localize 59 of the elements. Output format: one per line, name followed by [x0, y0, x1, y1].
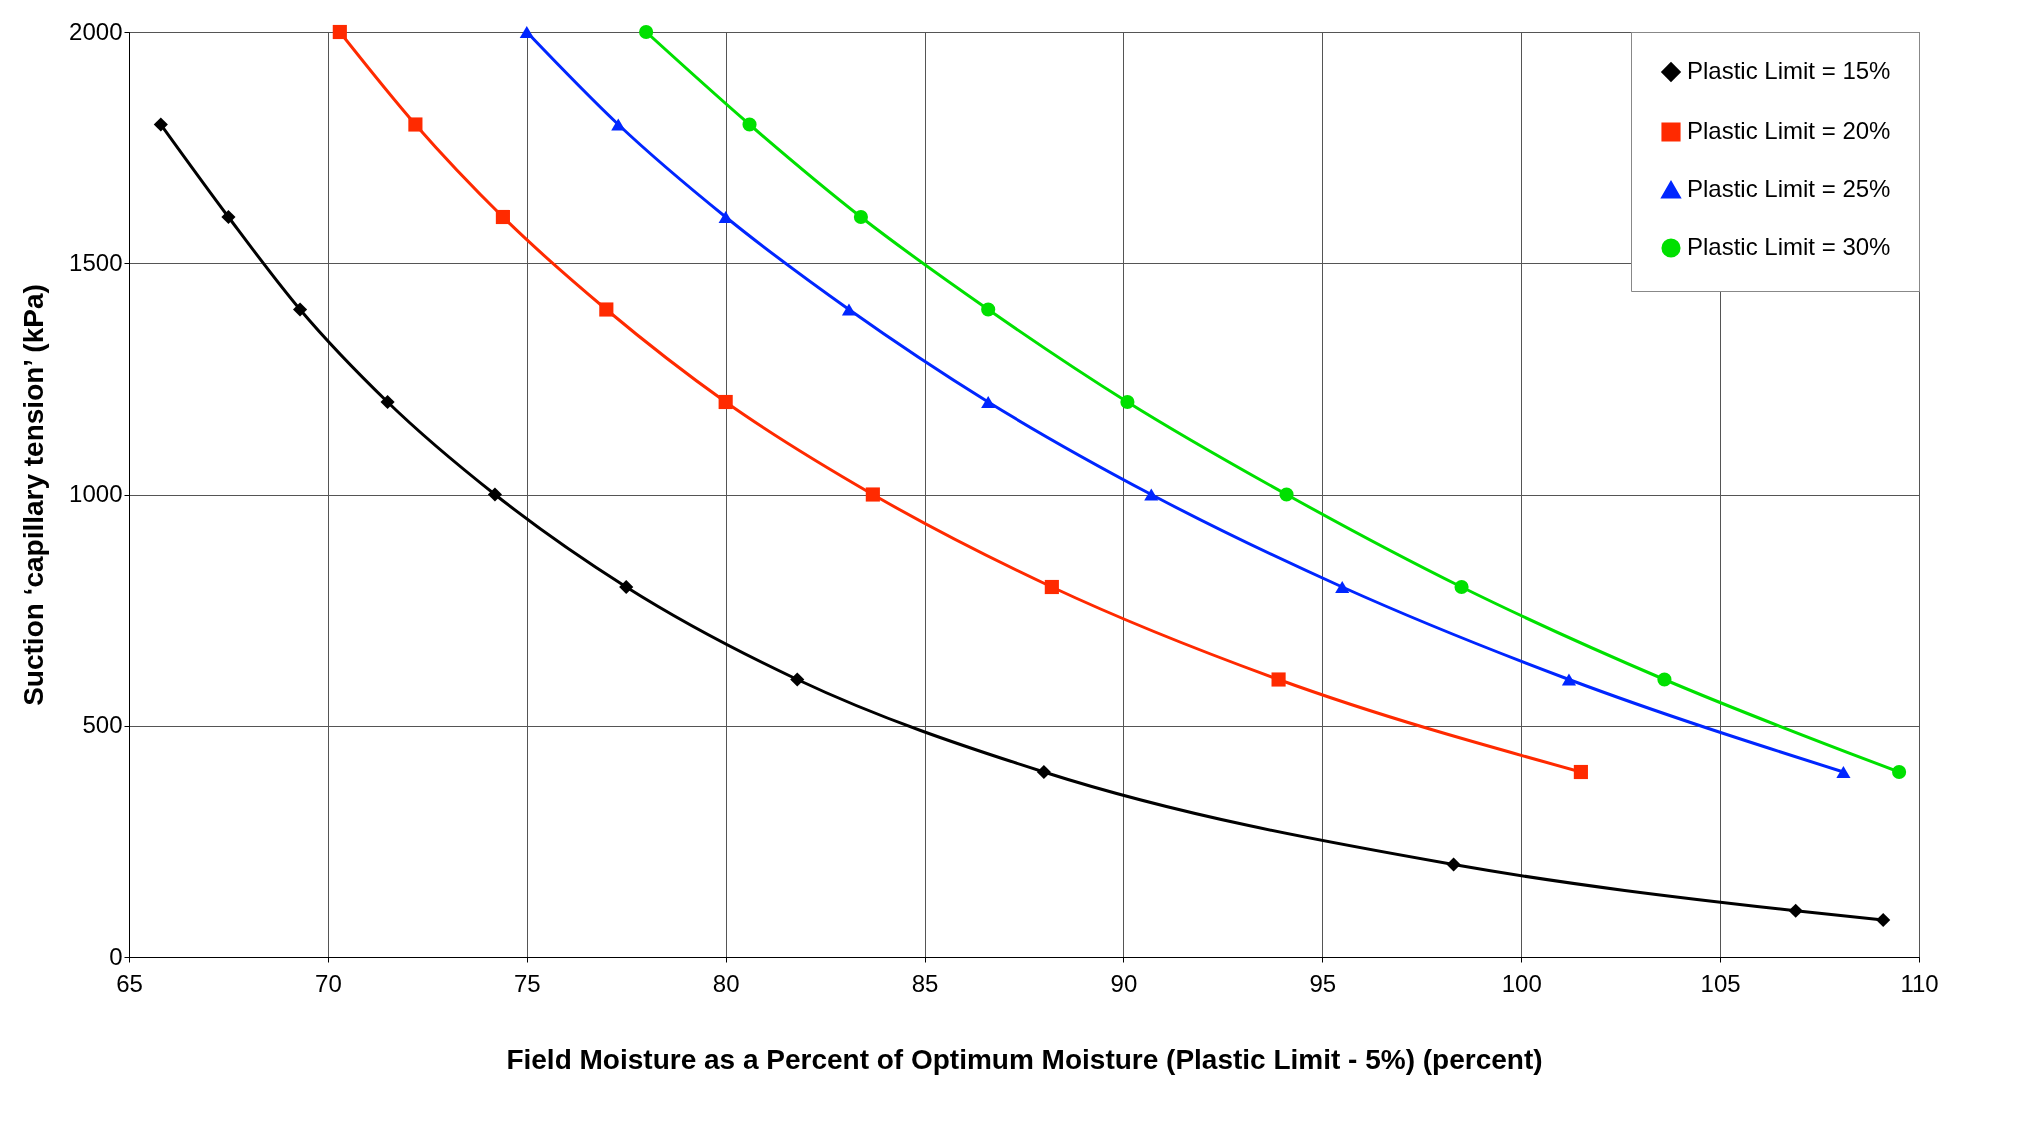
- legend-label: Plastic Limit = 20%: [1687, 117, 1891, 144]
- point: [853, 209, 868, 225]
- point: [221, 209, 236, 225]
- x-tick-label: 100: [1501, 969, 1542, 997]
- point: [1279, 487, 1294, 502]
- y-tick-label: 2000: [69, 17, 123, 45]
- y-tick-label: 1500: [69, 248, 123, 276]
- point: [742, 117, 757, 132]
- x-tick-label: 75: [513, 969, 541, 997]
- x-tick-label: 65: [116, 969, 143, 997]
- point: [380, 394, 395, 410]
- point: [1876, 912, 1891, 928]
- point: [1892, 764, 1907, 780]
- point: [153, 117, 168, 132]
- x-axis-title: Field Moisture as a Percent of Optimum Moisture (Plastic Limit - 5%) (percent): [506, 1043, 1543, 1075]
- point: [1446, 857, 1461, 872]
- point: [332, 24, 347, 40]
- y-tick-label: 500: [82, 711, 123, 739]
- point: [1144, 488, 1159, 501]
- x-tick-label: 105: [1700, 969, 1741, 997]
- point: [519, 25, 534, 39]
- x-tick-label: 110: [1900, 969, 1939, 997]
- point: [981, 302, 996, 317]
- point: [790, 672, 805, 687]
- legend-label: Plastic Limit = 25%: [1687, 175, 1891, 202]
- point: [718, 210, 733, 224]
- point: [292, 302, 308, 317]
- point: [1044, 579, 1059, 595]
- point: [1120, 394, 1135, 410]
- point: [1036, 764, 1051, 780]
- point: [1271, 672, 1286, 687]
- point: [408, 117, 423, 132]
- point: [639, 24, 654, 40]
- point: [1335, 580, 1350, 594]
- point: [495, 209, 510, 225]
- point: [865, 487, 880, 502]
- point: [1573, 764, 1588, 780]
- point: [611, 118, 626, 131]
- x-tick-label: 85: [911, 969, 939, 997]
- point: [841, 303, 857, 316]
- y-tick-label: 1000: [69, 480, 123, 507]
- point: [1836, 765, 1851, 779]
- point: [619, 579, 634, 595]
- point: [599, 302, 614, 317]
- x-tick-label: 90: [1110, 969, 1138, 997]
- point: [1561, 673, 1577, 686]
- x-tick-label: 70: [315, 969, 342, 997]
- x-tick-label: 95: [1309, 969, 1337, 997]
- x-tick-label: 80: [712, 969, 740, 997]
- point: [718, 394, 733, 410]
- legend-label: Plastic Limit = 15%: [1687, 57, 1891, 84]
- y-tick-label: 0: [109, 942, 123, 970]
- point: [981, 395, 996, 409]
- legend-label: Plastic Limit = 30%: [1687, 233, 1891, 260]
- point: [1788, 903, 1803, 918]
- point: [1657, 672, 1672, 687]
- point: [487, 487, 503, 502]
- y-axis-title: Suction ‘capillary tension’ (kPa): [18, 284, 50, 706]
- point: [1454, 579, 1469, 595]
